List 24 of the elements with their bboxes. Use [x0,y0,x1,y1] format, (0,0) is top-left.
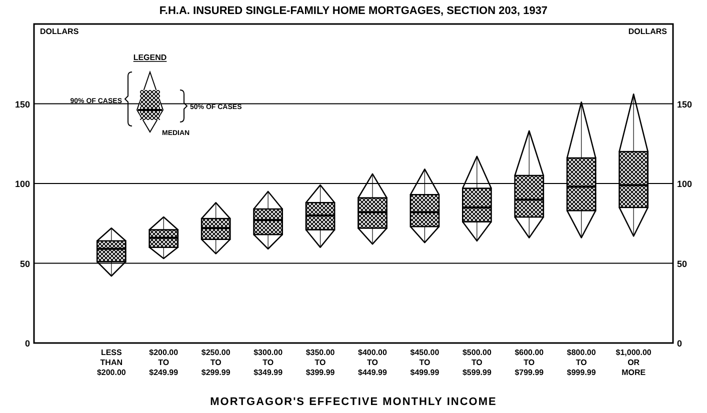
y2-tick-label: 150 [677,99,692,110]
y2-axis-title: DOLLARS [628,27,668,36]
x-tick-label: $200.00 TO $249.99 [149,348,179,377]
x-axis-title: MORTGAGOR'S EFFECTIVE MONTHLY INCOME [210,396,497,408]
x-tick-label: $350.00 TO $399.99 [306,348,336,377]
x-tick-label: $400.00 TO $449.99 [358,348,388,377]
y2-tick-label: 50 [677,258,688,269]
y-tick-label: 150 [14,99,30,110]
chart-title: F.H.A. INSURED SINGLE-FAMILY HOME MORTGAGES, SECTION 203, 1937 [159,5,548,17]
y-tick-label: 50 [20,258,30,269]
x-tick-label: $250.00 TO $299.99 [201,348,231,377]
x-tick-label: $450.00 TO $499.99 [410,348,440,377]
y2-tick-label: 0 [677,338,682,348]
x-tick-label: $500.00 TO $599.99 [462,348,492,377]
x-tick-label: $600.00 TO $799.99 [514,348,544,377]
legend-title: LEGEND [133,53,167,62]
y-axis-title: DOLLARS [40,27,80,36]
x-tick-label: LESS THAN $200.00 [96,348,126,377]
x-tick-label: $300.00 TO $349.99 [254,348,284,377]
y2-tick-label: 100 [677,179,692,189]
y-tick-label: 0 [24,338,30,348]
y-tick-label: 100 [14,179,30,189]
x-tick-label: $800.00 TO $999.99 [566,348,596,377]
x-tick-label: $1,000.00 OR MORE [616,348,652,377]
